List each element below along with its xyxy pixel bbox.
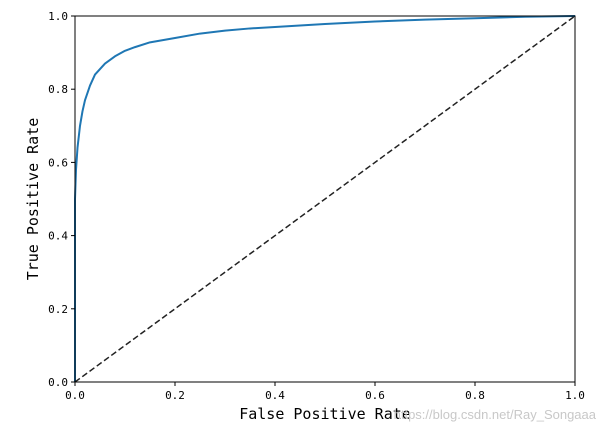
y-tick-label: 1.0	[48, 10, 68, 23]
chance-diagonal-line	[74, 15, 576, 383]
roc-curve-line	[74, 15, 576, 382]
y-tick-label: 0.6	[48, 156, 68, 169]
y-tick-label: 0.4	[48, 230, 68, 243]
x-tick-label: 0.4	[265, 389, 285, 402]
x-tick-label: 0.6	[365, 389, 385, 402]
y-axis-label: True Positive Rate	[24, 118, 42, 281]
y-tick-label: 0.8	[48, 83, 68, 96]
plot-series	[74, 15, 576, 383]
x-tick-label: 0.2	[165, 389, 185, 402]
y-tick-label: 0.0	[48, 376, 68, 389]
y-axis-ticks: 0.0 0.2 0.4 0.6 0.8 1.0	[48, 10, 75, 389]
x-tick-label: 0.8	[465, 389, 485, 402]
plot-frame	[74, 15, 576, 383]
watermark-text: https://blog.csdn.net/Ray_Songaaa	[394, 407, 597, 422]
x-axis-label: False Positive Rate	[239, 405, 411, 423]
x-axis-ticks: 0.0 0.2 0.4 0.6 0.8 1.0	[65, 382, 585, 402]
x-tick-label: 0.0	[65, 389, 85, 402]
x-tick-label: 1.0	[565, 389, 585, 402]
y-tick-label: 0.2	[48, 303, 68, 316]
